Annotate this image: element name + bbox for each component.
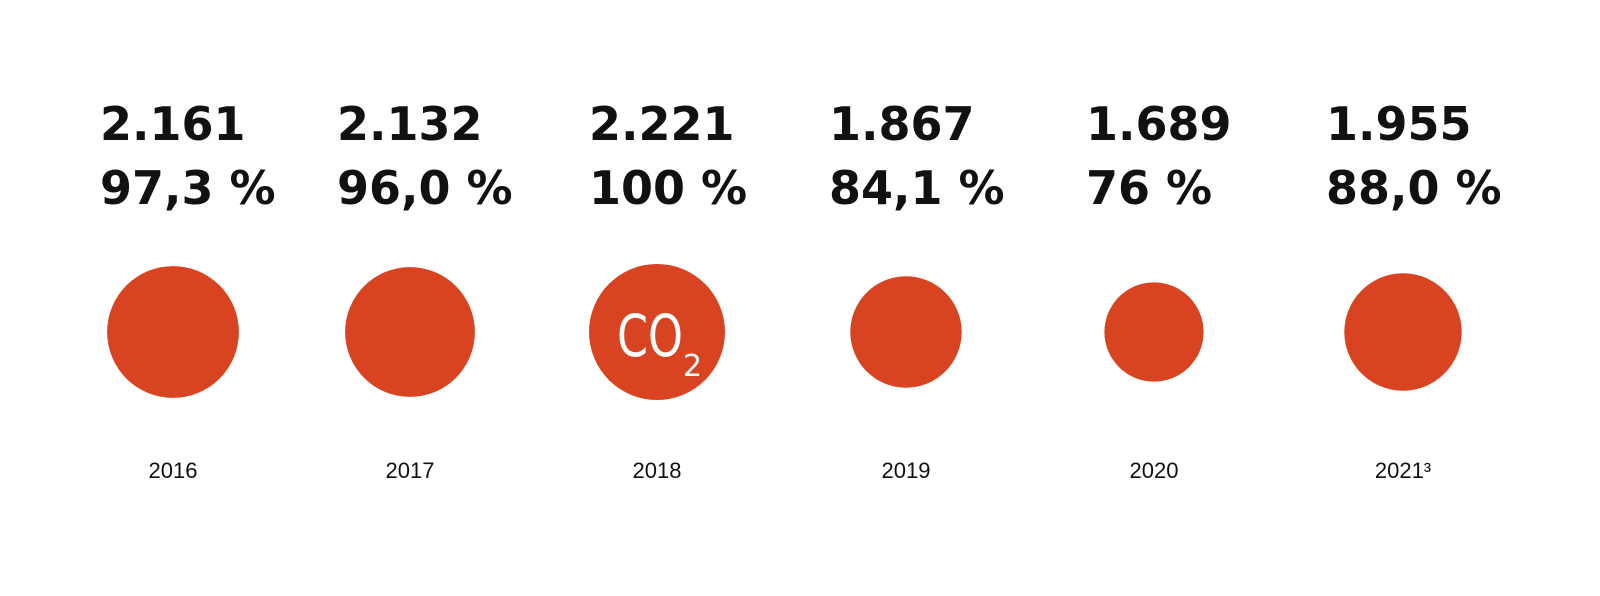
percent-label: 96,0 %: [337, 161, 513, 215]
percent-label: 97,3 %: [100, 161, 276, 215]
value-label: 1.955: [1326, 97, 1472, 151]
year-label: 2020: [1130, 458, 1179, 483]
co2-subscript: 2: [683, 349, 702, 384]
percent-label: 88,0 %: [1326, 161, 1502, 215]
value-label: 2.161: [100, 97, 246, 151]
bubble-2019: [850, 276, 962, 388]
value-label: 2.221: [589, 97, 735, 151]
year-label: 2017: [386, 458, 435, 483]
percent-label: 84,1 %: [829, 161, 1005, 215]
bubble-2020: [1104, 282, 1204, 382]
bubble-2017: [345, 267, 475, 397]
value-label: 1.689: [1086, 97, 1232, 151]
bubble-2021³: [1344, 273, 1462, 391]
bubble-2016: [107, 266, 239, 398]
value-label: 1.867: [829, 97, 975, 151]
percent-label: 76 %: [1086, 161, 1212, 215]
year-label: 2018: [633, 458, 682, 483]
co2-label: CO: [617, 302, 683, 370]
year-label: 2021³: [1375, 458, 1431, 483]
year-label: 2016: [149, 458, 198, 483]
bubble-2018: [589, 264, 725, 400]
year-label: 2019: [882, 458, 931, 483]
value-label: 2.132: [337, 97, 483, 151]
percent-label: 100 %: [589, 161, 747, 215]
